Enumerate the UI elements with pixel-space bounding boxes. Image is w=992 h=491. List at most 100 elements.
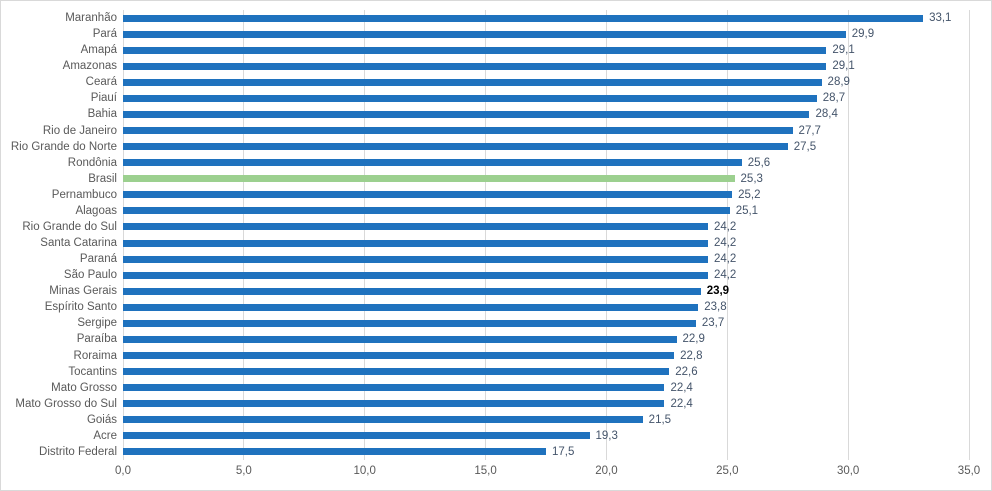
value-label-brasil: 25,3	[740, 172, 763, 185]
bar-parana[interactable]	[123, 255, 708, 263]
category-label-tocantins: Tocantins	[68, 365, 117, 378]
value-label-amazonas: 29,1	[832, 60, 855, 73]
category-label-parana: Paraná	[79, 253, 117, 266]
x-axis-tick-15: 15,0	[474, 465, 497, 477]
value-label-bahia: 28,4	[815, 108, 838, 121]
value-label-distrito-federal: 17,5	[552, 445, 575, 458]
bar-amazonas[interactable]	[123, 62, 827, 70]
category-label-bahia: Bahia	[87, 108, 117, 121]
value-label-rio-grande-do-norte: 27,5	[793, 140, 817, 153]
bar-rio-grande-do-norte[interactable]	[123, 143, 788, 151]
x-axis-tick-30: 30,0	[836, 465, 860, 477]
value-label-ceara: 28,9	[827, 76, 850, 89]
gridline	[485, 10, 487, 460]
category-label-amazonas: Amazonas	[62, 60, 117, 73]
bar-bahia[interactable]	[123, 110, 810, 118]
category-label-rondonia: Rondônia	[67, 156, 117, 169]
bar-distrito-federal[interactable]	[123, 448, 546, 456]
category-label-roraima: Roraima	[73, 349, 117, 362]
bar-acre[interactable]	[123, 432, 590, 440]
category-label-piaui: Piauí	[90, 92, 117, 105]
category-label-sergipe: Sergipe	[77, 317, 117, 330]
bar-ceara[interactable]	[123, 78, 822, 86]
category-label-amapa: Amapá	[80, 44, 117, 57]
bar-rondonia[interactable]	[123, 159, 742, 167]
category-label-rio-grande-do-sul: Rio Grande do Sul	[22, 220, 117, 233]
bar-maranhao[interactable]	[123, 14, 924, 22]
category-label-santa-catarina: Santa Catarina	[40, 237, 117, 250]
value-label-paraiba: 22,9	[682, 333, 705, 346]
bar-amapa[interactable]	[123, 46, 827, 54]
value-label-minas-gerais: 23,9	[706, 285, 730, 298]
x-axis-tick-0: 0,0	[115, 465, 131, 477]
value-label-maranhao: 33,1	[929, 12, 952, 25]
value-label-mato-grosso-do-sul: 22,4	[670, 397, 693, 410]
value-label-rio-grande-do-sul: 24,2	[713, 220, 737, 233]
bar-goias[interactable]	[123, 416, 643, 424]
x-axis-tick-25: 25,0	[716, 465, 739, 477]
category-label-goias: Goiás	[86, 413, 117, 426]
value-label-parana: 24,2	[713, 253, 737, 266]
x-axis-tick-10: 10,0	[353, 465, 376, 477]
value-label-rondonia: 25,6	[747, 156, 771, 169]
value-label-amapa: 29,1	[832, 44, 855, 57]
gridline	[243, 10, 245, 460]
x-axis-tick-35: 35,0	[957, 465, 981, 477]
category-label-mato-grosso-do-sul: Mato Grosso do Sul	[15, 397, 117, 410]
value-label-acre: 19,3	[595, 429, 618, 442]
bar-brasil[interactable]	[123, 175, 735, 183]
category-label-sao-paulo: São Paulo	[63, 269, 117, 282]
bar-rio-grande-do-sul[interactable]	[123, 223, 708, 231]
category-label-minas-gerais: Minas Gerais	[49, 285, 117, 298]
bar-tocantins[interactable]	[123, 368, 670, 376]
gridline	[847, 10, 849, 460]
value-label-tocantins: 22,6	[675, 365, 698, 378]
bar-roraima[interactable]	[123, 352, 675, 360]
value-label-mato-grosso: 22,4	[670, 381, 693, 394]
value-axis-line	[122, 10, 124, 460]
category-label-acre: Acre	[93, 429, 117, 442]
category-label-rio-grande-do-norte: Rio Grande do Norte	[10, 140, 117, 153]
value-label-roraima: 22,8	[680, 349, 703, 362]
value-label-para: 29,9	[851, 28, 875, 41]
value-label-pernambuco: 25,2	[738, 188, 761, 201]
category-label-paraiba: Paraíba	[76, 333, 117, 346]
gridline	[605, 10, 607, 460]
gridline	[364, 10, 366, 460]
gridline	[726, 10, 728, 460]
bar-rio-de-janeiro[interactable]	[123, 127, 793, 135]
category-label-mato-grosso: Mato Grosso	[51, 381, 117, 394]
category-label-alagoas: Alagoas	[75, 204, 117, 217]
value-label-piaui: 28,7	[822, 92, 846, 105]
category-label-rio-de-janeiro: Rio de Janeiro	[42, 124, 117, 137]
bar-santa-catarina[interactable]	[123, 239, 708, 247]
category-label-brasil: Brasil	[88, 172, 117, 185]
x-axis-tick-20: 20,0	[595, 465, 618, 477]
value-label-alagoas: 25,1	[735, 204, 759, 217]
category-label-espirito-santo: Espírito Santo	[44, 301, 117, 314]
gridline	[968, 10, 970, 460]
value-label-sergipe: 23,7	[701, 317, 725, 330]
bar-espirito-santo[interactable]	[123, 303, 699, 311]
bar-mato-grosso[interactable]	[123, 384, 665, 392]
x-axis-tick-5: 5,0	[235, 465, 252, 477]
category-label-pernambuco: Pernambuco	[51, 188, 117, 201]
category-label-para: Pará	[92, 28, 117, 41]
value-label-espirito-santo: 23,8	[704, 301, 727, 314]
bar-sao-paulo[interactable]	[123, 271, 708, 279]
bar-sergipe[interactable]	[123, 319, 696, 327]
bar-minas-gerais[interactable]	[123, 287, 701, 295]
bar-piaui[interactable]	[123, 94, 817, 102]
bar-mato-grosso-do-sul[interactable]	[123, 400, 665, 408]
bar-paraiba[interactable]	[123, 335, 677, 343]
value-label-santa-catarina: 24,2	[713, 237, 737, 250]
category-label-maranhao: Maranhão	[65, 12, 117, 25]
value-label-rio-de-janeiro: 27,7	[798, 124, 821, 137]
bar-alagoas[interactable]	[123, 207, 730, 215]
value-label-sao-paulo: 24,2	[713, 269, 737, 282]
category-label-ceara: Ceará	[85, 76, 117, 89]
value-label-goias: 21,5	[648, 413, 672, 426]
bar-para[interactable]	[123, 30, 846, 38]
bar-pernambuco[interactable]	[123, 191, 733, 199]
